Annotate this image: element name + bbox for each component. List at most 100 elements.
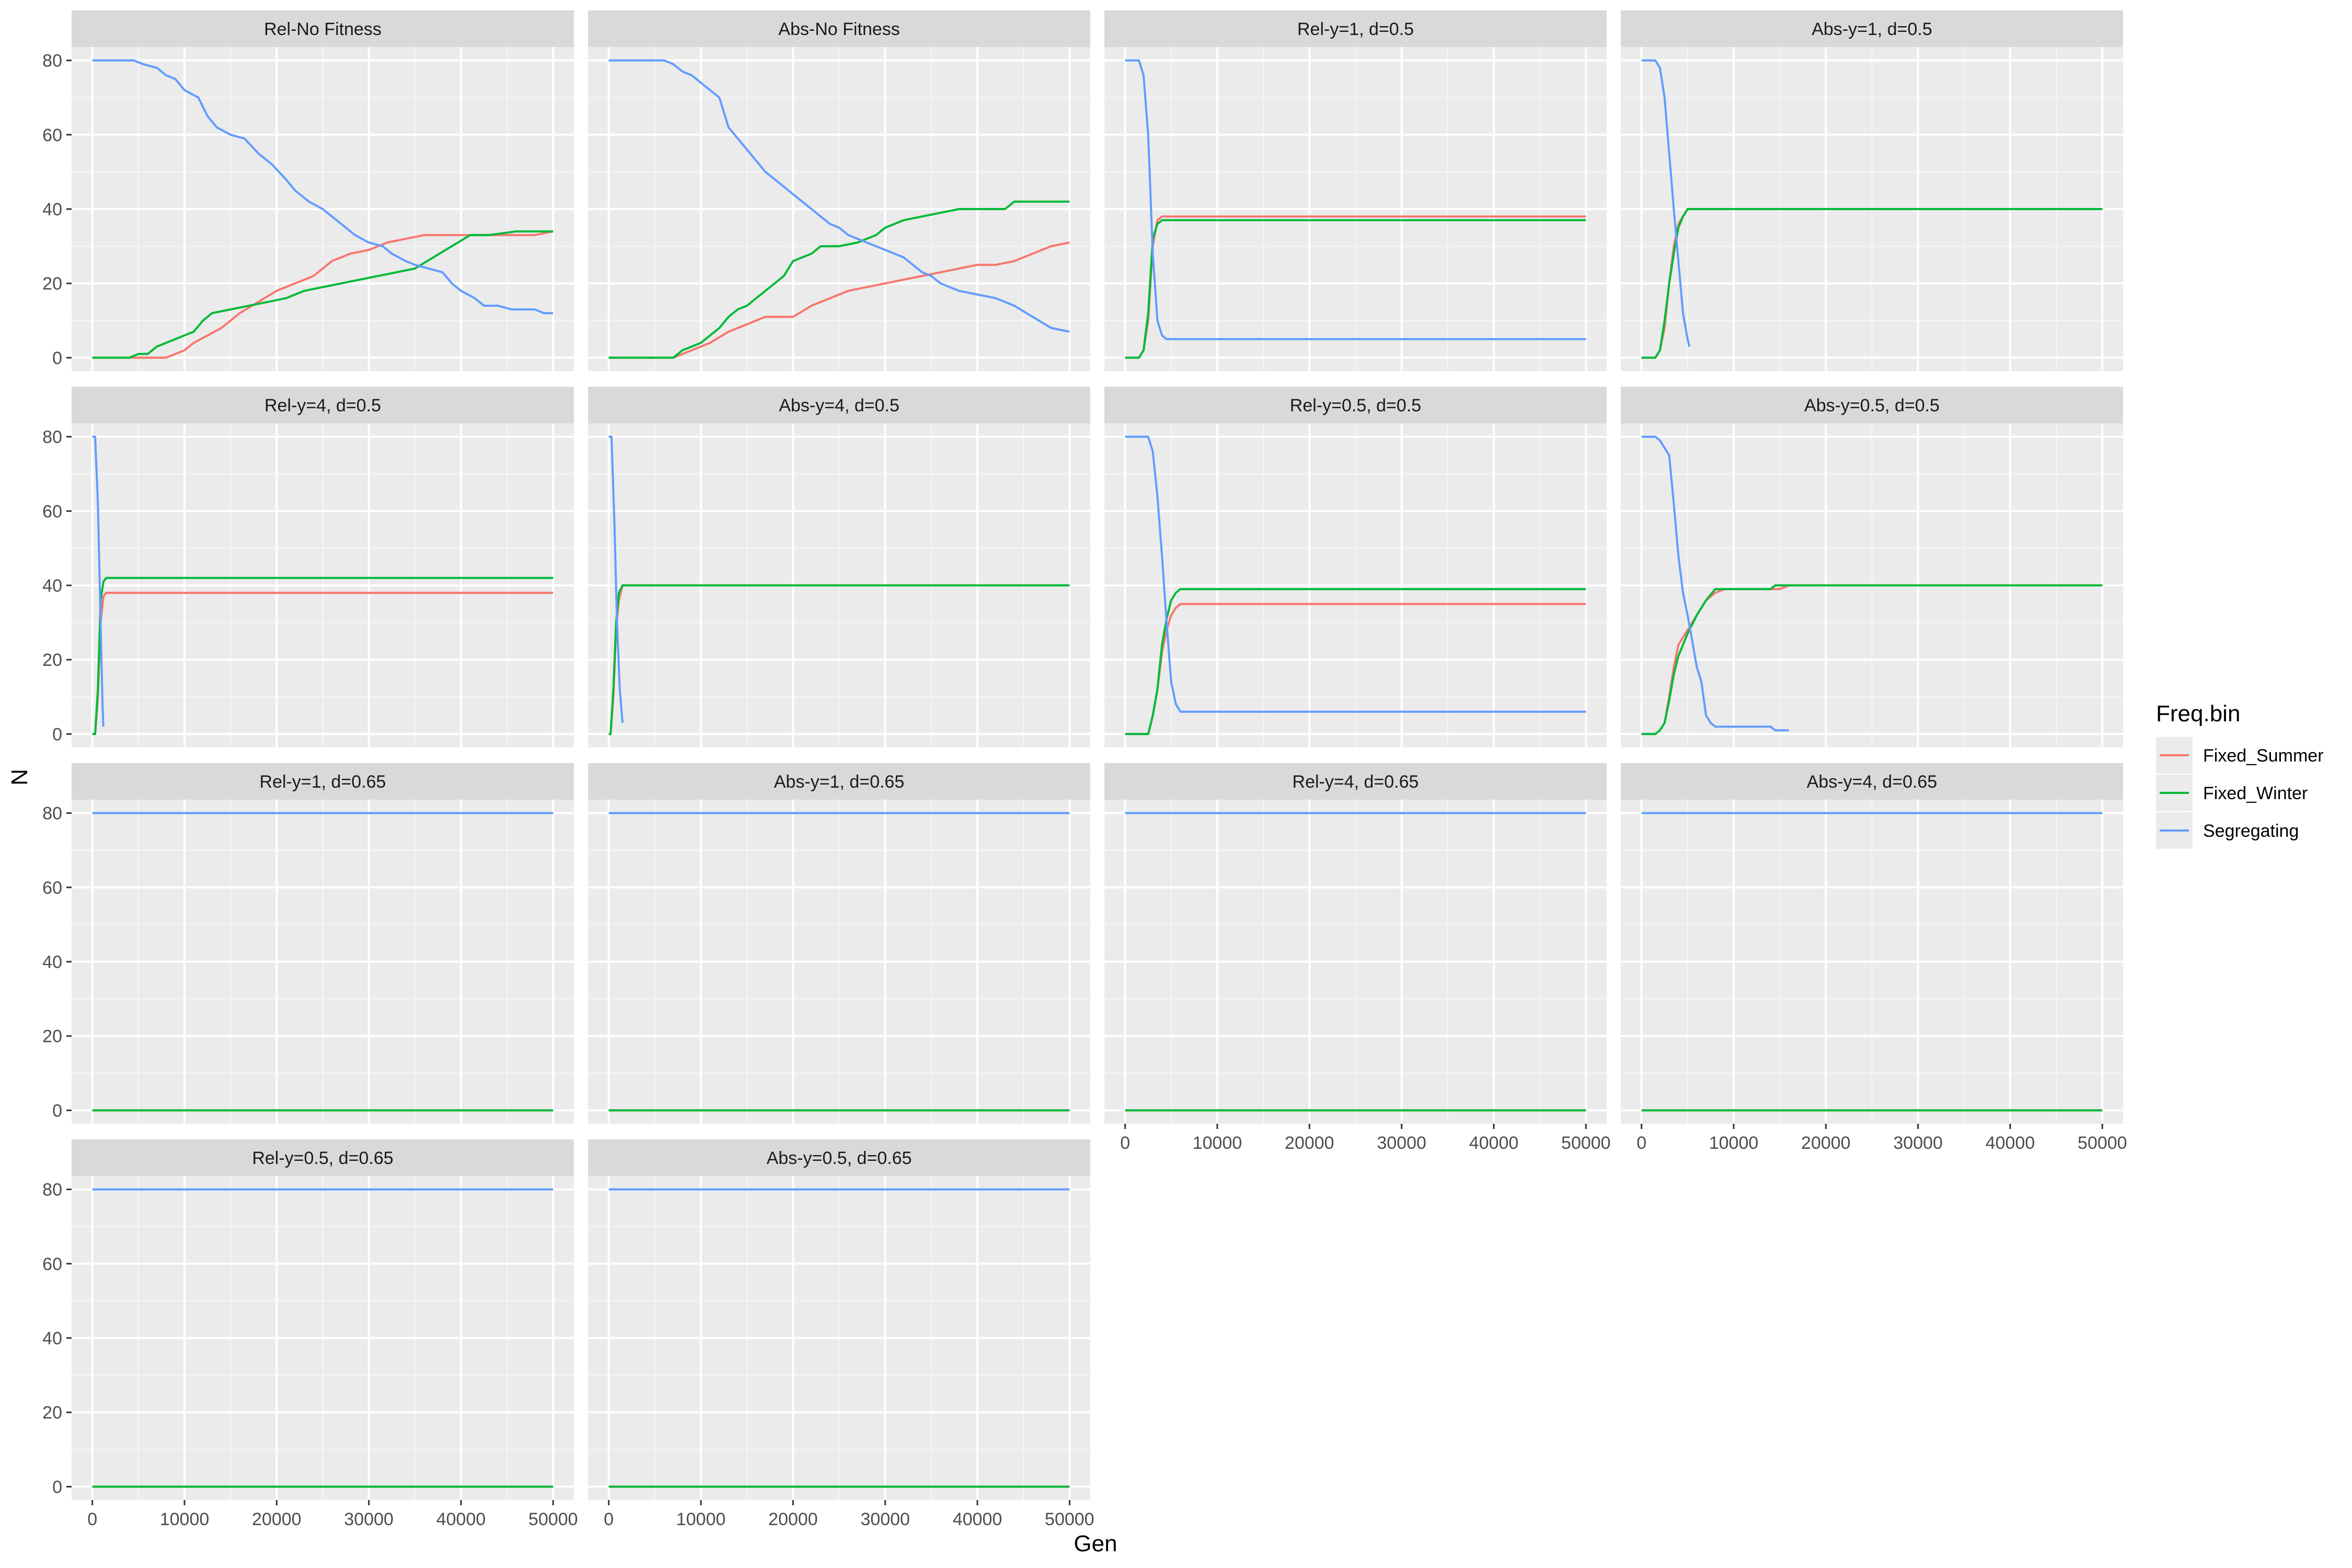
facet-title: Abs-y=0.5, d=0.5 bbox=[1804, 396, 1940, 416]
facet-title: Rel-y=4, d=0.65 bbox=[1293, 772, 1419, 792]
facet-title: Rel-y=1, d=0.5 bbox=[1297, 19, 1414, 39]
facet-panel: Rel-y=0.5, d=0.5 bbox=[1104, 387, 1607, 747]
x-tick-label: 40000 bbox=[953, 1509, 1002, 1529]
facet-title: Abs-y=0.5, d=0.65 bbox=[767, 1148, 912, 1168]
facet-panel: Rel-y=1, d=0.5 bbox=[1104, 10, 1607, 371]
legend-label: Fixed_Winter bbox=[2203, 783, 2308, 803]
x-tick-label: 10000 bbox=[676, 1509, 726, 1529]
y-tick-label: 20 bbox=[42, 1403, 62, 1423]
facet-panel: Rel-y=4, d=0.65 0 10000 20000 30000 40000 5000… bbox=[1104, 763, 1611, 1153]
facet-title: Abs-y=1, d=0.5 bbox=[1812, 19, 1932, 39]
y-tick-label: 60 bbox=[42, 125, 62, 145]
x-tick-label: 10000 bbox=[1193, 1133, 1242, 1153]
facet-panel: Abs-y=1, d=0.65 bbox=[588, 763, 1090, 1124]
facet-strip bbox=[1621, 10, 2123, 47]
facet-strip bbox=[1621, 387, 2123, 423]
facet-strip bbox=[588, 1139, 1090, 1176]
facet-title: Abs-y=4, d=0.5 bbox=[779, 396, 900, 416]
x-tick-label: 30000 bbox=[1377, 1133, 1426, 1153]
facet-strip bbox=[72, 387, 574, 423]
series-line-segregating bbox=[1641, 435, 1789, 732]
y-tick-label: 40 bbox=[42, 576, 62, 596]
series-line-segregating bbox=[1125, 59, 1586, 340]
y-tick-label: 80 bbox=[42, 51, 62, 71]
facet-strip bbox=[588, 763, 1090, 800]
series-line-segregating bbox=[92, 435, 105, 727]
x-tick-label: 20000 bbox=[1285, 1133, 1334, 1153]
x-tick-label: 20000 bbox=[1801, 1133, 1851, 1153]
facet-title: Abs-No Fitness bbox=[778, 19, 900, 39]
series-line-segregating bbox=[608, 59, 1070, 333]
facet-panel: Abs-y=0.5, d=0.65 0 10000 20000 30000 40000 50… bbox=[588, 1139, 1094, 1529]
facet-strip bbox=[72, 10, 574, 47]
y-tick-label: 60 bbox=[42, 1254, 62, 1274]
facet-title: Rel-No Fitness bbox=[264, 19, 382, 39]
series-line-fixed-winter bbox=[1125, 219, 1586, 359]
x-tick-label: 50000 bbox=[528, 1509, 578, 1529]
y-tick-label: 20 bbox=[42, 1027, 62, 1046]
facet-title: Rel-y=1, d=0.65 bbox=[260, 772, 386, 792]
x-tick-label: 0 bbox=[87, 1509, 97, 1529]
facet-panel: Abs-y=4, d=0.65 0 10000 20000 30000 40000 5000… bbox=[1621, 763, 2127, 1153]
facet-strip bbox=[1621, 763, 2123, 800]
legend: Freq.bin Fixed_Summer Fixed_Winter Segrega… bbox=[2156, 701, 2324, 849]
x-tick-label: 30000 bbox=[344, 1509, 394, 1529]
series-line-segregating bbox=[608, 435, 624, 723]
y-tick-label: 80 bbox=[42, 428, 62, 447]
legend-label: Fixed_Summer bbox=[2203, 746, 2324, 766]
series-line-fixed-winter bbox=[608, 200, 1070, 359]
series-line-fixed-winter bbox=[1641, 584, 2103, 735]
y-tick-label: 0 bbox=[52, 348, 62, 368]
series-line-fixed-summer bbox=[92, 230, 554, 359]
facet-strip bbox=[1104, 10, 1607, 47]
x-tick-label: 30000 bbox=[1893, 1133, 1943, 1153]
series-line-fixed-winter bbox=[92, 230, 554, 359]
series-line-fixed-winter bbox=[1125, 588, 1586, 735]
y-tick-label: 80 bbox=[42, 804, 62, 824]
facet-panel: Rel-No Fitness 0 20 40 60 80 bbox=[42, 10, 574, 371]
x-tick-label: 20000 bbox=[252, 1509, 302, 1529]
facet-strip bbox=[72, 1139, 574, 1176]
series-line-fixed-winter bbox=[1641, 208, 2103, 359]
y-tick-label: 0 bbox=[52, 724, 62, 744]
series-line-segregating bbox=[1641, 59, 1691, 347]
facet-panels: Rel-No Fitness 0 20 40 60 80 Abs-No Fitness Rel… bbox=[42, 10, 2127, 1529]
facet-strip bbox=[1104, 387, 1607, 423]
y-tick-label: 60 bbox=[42, 502, 62, 522]
series-line-segregating bbox=[92, 59, 554, 315]
y-axis-title: N bbox=[7, 769, 32, 786]
facet-panel: Rel-y=0.5, d=0.65 0 20 40 60 80 0 10000 20000 300… bbox=[42, 1139, 578, 1529]
legend-label: Segregating bbox=[2203, 821, 2299, 841]
series-line-fixed-summer bbox=[608, 241, 1070, 359]
facet-strip bbox=[72, 763, 574, 800]
facet-strip bbox=[1104, 763, 1607, 800]
facet-panel: Abs-No Fitness bbox=[588, 10, 1090, 371]
x-tick-label: 40000 bbox=[1986, 1133, 2035, 1153]
x-tick-label: 40000 bbox=[436, 1509, 486, 1529]
x-tick-label: 0 bbox=[1120, 1133, 1130, 1153]
facet-strip bbox=[588, 387, 1090, 423]
y-tick-label: 40 bbox=[42, 200, 62, 220]
facet-title: Rel-y=0.5, d=0.5 bbox=[1290, 396, 1421, 416]
x-tick-label: 50000 bbox=[1561, 1133, 1611, 1153]
x-tick-label: 50000 bbox=[1045, 1509, 1094, 1529]
x-tick-label: 10000 bbox=[1709, 1133, 1759, 1153]
x-tick-label: 10000 bbox=[160, 1509, 210, 1529]
facet-title: Rel-y=0.5, d=0.65 bbox=[252, 1148, 393, 1168]
facet-title: Abs-y=4, d=0.65 bbox=[1807, 772, 1938, 792]
facet-panel: Rel-y=1, d=0.65 0 20 40 60 80 bbox=[42, 763, 574, 1124]
x-tick-label: 0 bbox=[604, 1509, 614, 1529]
y-tick-label: 80 bbox=[42, 1180, 62, 1200]
y-tick-label: 60 bbox=[42, 878, 62, 898]
x-axis-title: Gen bbox=[1074, 1531, 1117, 1557]
x-tick-label: 0 bbox=[1636, 1133, 1646, 1153]
facet-title: Rel-y=4, d=0.5 bbox=[264, 396, 381, 416]
facet-panel: Abs-y=4, d=0.5 bbox=[588, 387, 1090, 747]
x-tick-label: 20000 bbox=[768, 1509, 818, 1529]
y-tick-label: 0 bbox=[52, 1477, 62, 1497]
y-tick-label: 40 bbox=[42, 1329, 62, 1348]
y-tick-label: 40 bbox=[42, 952, 62, 972]
facet-panel: Rel-y=4, d=0.5 0 20 40 60 80 bbox=[42, 387, 574, 747]
x-tick-label: 40000 bbox=[1469, 1133, 1519, 1153]
